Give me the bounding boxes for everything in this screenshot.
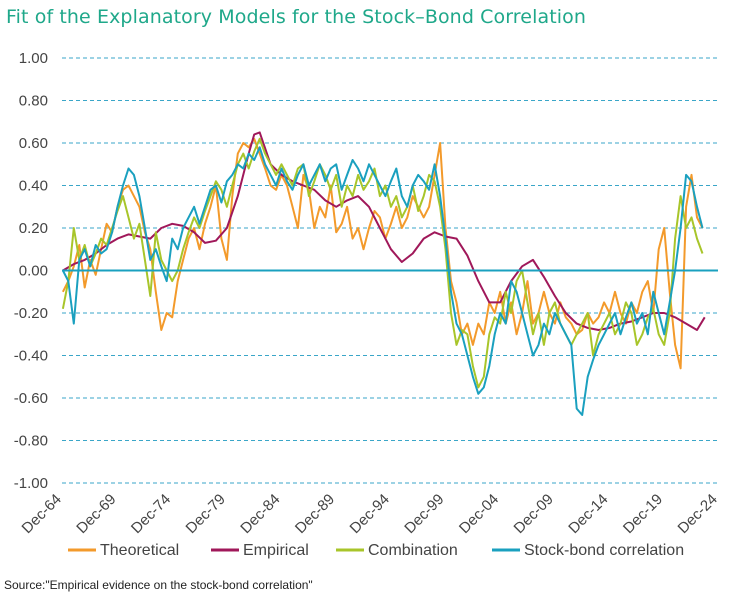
x-axis-ticks: Dec-64 Dec-69 Dec-74 Dec-79 Dec-84 Dec-89 Dec-… [19,491,721,537]
legend-label: Combination [368,542,458,559]
series-line-theoretical [62,137,704,370]
x-tick-label: Dec-89 [292,491,338,537]
x-tick-label: Dec-79 [183,491,229,537]
y-tick-label: 0.00 [19,263,48,280]
legend-label: Theoretical [100,542,179,559]
x-tick-label: Dec-99 [401,491,447,537]
y-tick-label: -0.60 [14,390,48,407]
legend-item: Theoretical [68,542,179,559]
x-tick-label: Dec-64 [19,491,65,537]
x-tick-label: Dec-04 [456,491,502,537]
legend: Theoretical Empirical Combination Stock-bon… [68,542,684,559]
source-note: Source:"Empirical evidence on the stock-… [4,578,313,592]
y-axis-ticks: 1.00 0.80 0.60 0.40 0.20 0.00 -0.20 -0.40 -0.60 -… [14,50,48,492]
x-tick-label: Dec-24 [675,491,721,537]
chart-title: Fit of the Explanatory Models for the St… [6,6,586,28]
x-tick-label: Dec-74 [128,491,174,537]
y-tick-label: 0.60 [19,135,48,152]
legend-label: Stock-bond correlation [524,542,684,559]
y-tick-label: -0.80 [14,433,48,450]
x-tick-label: Dec-69 [73,491,119,537]
y-tick-label: 0.40 [19,178,48,195]
y-tick-label: 0.20 [19,220,48,237]
series-line-combination [61,137,704,389]
legend-item: Stock-bond correlation [492,542,684,559]
x-tick-label: Dec-14 [565,491,611,537]
y-tick-label: -0.40 [14,348,48,365]
y-tick-label: 1.00 [19,50,48,67]
y-tick-label: -1.00 [14,475,48,492]
legend-label: Empirical [243,542,309,559]
series-line-stock-bond-correlation [62,146,704,416]
y-tick-label: 0.80 [19,93,48,110]
series-layer [61,131,706,416]
series-line-empirical [62,131,706,331]
y-tick-label: -0.20 [14,305,48,322]
x-tick-label: Dec-19 [620,491,666,537]
x-tick-label: Dec-94 [347,491,393,537]
x-tick-label: Dec-09 [511,491,557,537]
legend-item: Empirical [211,542,309,559]
legend-item: Combination [336,542,458,559]
x-tick-label: Dec-84 [237,491,283,537]
